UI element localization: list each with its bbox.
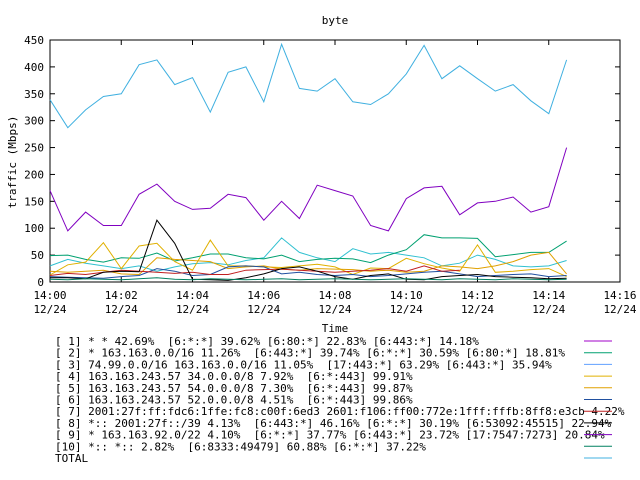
x-tick-time-label: 14:08 <box>318 289 351 302</box>
series-line-10 <box>49 277 567 281</box>
x-tick-time-label: 14:04 <box>176 289 209 302</box>
legend-entry-label: [ 7] 2001:27f:ff:fdc6:1ffe:fc8:c00f:6ed3… <box>55 405 625 418</box>
chart-title: byte <box>322 14 349 27</box>
y-tick-label: 0 <box>37 276 44 289</box>
series-line-9 <box>49 147 568 232</box>
y-tick-label: 350 <box>24 88 44 101</box>
series-line-2 <box>49 234 567 264</box>
x-tick-date-label: 12/24 <box>33 303 66 316</box>
legend: [ 1] * * 42.69% [6:*:*] 39.62% [6:80:*] … <box>55 335 625 465</box>
legend-entry-label: [ 9] * 163.163.92.0/22 4.10% [6:*:*] 37.… <box>55 429 605 442</box>
y-tick-label: 400 <box>24 61 44 74</box>
legend-entry-label: [10] *:: *:: 2.82% [6:8333:49479] 60.88%… <box>55 440 426 453</box>
plot-area-frame <box>49 39 621 283</box>
x-tick-time-label: 14:02 <box>105 289 138 302</box>
legend-entry-label: [ 4] 163.163.243.57 34.0.0.0/8 7.92% [6:… <box>55 370 413 383</box>
axes-group: 05010015020025030035040045014:0012/2414:… <box>24 34 637 316</box>
x-tick-date-label: 12/24 <box>247 303 280 316</box>
y-tick-label: 50 <box>31 249 44 262</box>
x-tick-date-label: 12/24 <box>318 303 351 316</box>
legend-entry-label: [ 8] *:: 2001:27f::/39 4.13% [6:443:*] 4… <box>55 417 612 430</box>
x-tick-time-label: 14:06 <box>247 289 280 302</box>
legend-entry-label: [ 3] 74.99.0.0/16 163.163.0.0/16 11.05% … <box>55 358 552 371</box>
x-tick-time-label: 14:14 <box>532 289 565 302</box>
x-tick-date-label: 12/24 <box>603 303 636 316</box>
x-tick-date-label: 12/24 <box>461 303 494 316</box>
y-tick-label: 150 <box>24 195 44 208</box>
series-line-7 <box>49 265 460 276</box>
x-tick-date-label: 12/24 <box>532 303 565 316</box>
series-line-8 <box>50 219 567 281</box>
y-axis-label: traffic (Mbps) <box>6 116 19 209</box>
legend-entry-label: TOTAL <box>55 452 88 465</box>
x-tick-date-label: 12/24 <box>105 303 138 316</box>
x-tick-date-label: 12/24 <box>390 303 423 316</box>
y-tick-label: 250 <box>24 142 44 155</box>
y-tick-label: 450 <box>24 34 44 47</box>
x-tick-time-label: 14:12 <box>461 289 494 302</box>
legend-entry-label: [ 1] * * 42.69% [6:*:*] 39.62% [6:80:*] … <box>55 335 479 348</box>
series-group <box>49 42 568 281</box>
series-line-6 <box>49 265 567 279</box>
series-line-11 <box>49 42 568 129</box>
series-line-4 <box>49 239 567 278</box>
x-tick-time-label: 14:16 <box>603 289 636 302</box>
legend-entry-label: [ 6] 163.163.243.57 52.0.0.0/8 4.51% [6:… <box>55 394 413 407</box>
legend-entry-label: [ 5] 163.163.243.57 54.0.0.0/8 7.30% [6:… <box>55 382 413 395</box>
y-tick-label: 300 <box>24 115 44 128</box>
x-axis-label: Time <box>322 322 349 335</box>
x-tick-time-label: 14:00 <box>33 289 66 302</box>
series-line-extra <box>49 237 567 272</box>
y-tick-label: 200 <box>24 168 44 181</box>
y-tick-label: 100 <box>24 222 44 235</box>
x-tick-time-label: 14:10 <box>390 289 423 302</box>
legend-entry-label: [ 2] * 163.163.0.0/16 11.26% [6:443:*] 3… <box>55 347 565 360</box>
x-tick-date-label: 12/24 <box>176 303 209 316</box>
